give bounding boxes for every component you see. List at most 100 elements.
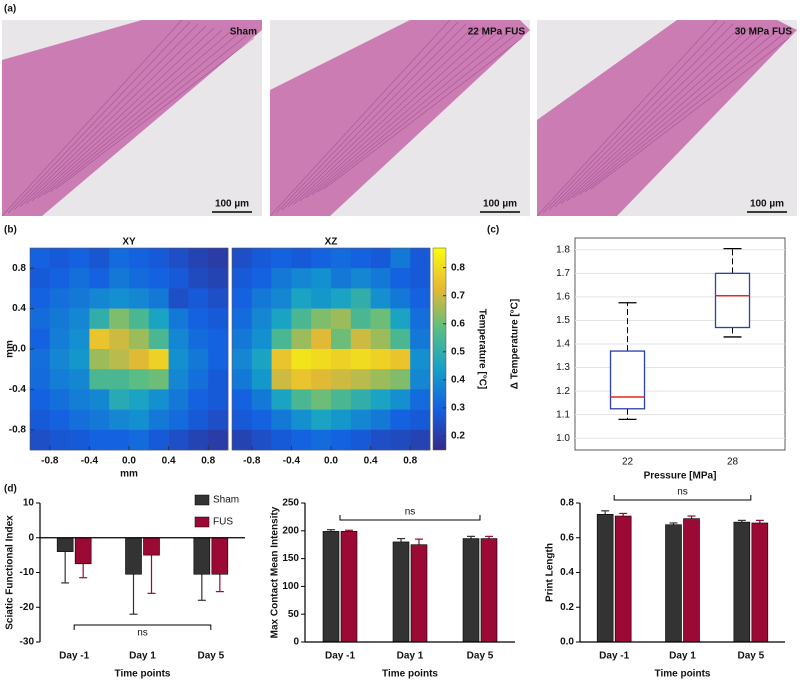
heatmap-cell [251,369,272,390]
x-tick-label: Day 1 [129,651,156,662]
y-tick-label: -20 [20,602,35,613]
heatmap-cell [148,308,169,330]
x-tick-label: 0.8 [403,456,417,467]
heatmap-cell [89,248,110,269]
heatmap-cell [390,349,411,370]
heatmap-cell [251,389,272,410]
colorbar-tick-label: 0.6 [451,318,465,329]
tissue-fiber [269,19,451,217]
y-tick-label: 0.0 [12,344,26,355]
heatmap-cell [148,268,169,289]
heatmap-cell [168,369,189,390]
y-tick-label: 0.8 [560,498,574,509]
heatmap-cell [350,389,371,410]
heatmap-cell [390,369,411,390]
heatmap-cell [232,349,253,370]
x-tick-label: 0.4 [162,456,176,467]
x-axis-label: Time points [655,669,711,680]
bar [480,538,498,643]
heatmap-cell [370,248,391,269]
tissue-fiber [7,21,191,214]
panel-label: (c) [487,225,499,236]
heatmap-cell [49,308,70,330]
y-tick-label: 0 [293,637,299,648]
heatmap-cell [291,409,312,431]
tissue-fiber [25,27,215,205]
tissue-fiber [305,31,499,199]
x-tick-label: Day -1 [59,651,89,662]
heatmap-cell [311,308,332,330]
heatmap-cell [331,268,352,289]
tissue-fiber [548,23,734,211]
heatmap-cell [232,248,253,269]
scale-bar-label: 100 µm [215,199,249,210]
y-tick-label: -30 [20,637,35,648]
heatmap-cell [49,268,70,289]
y-tick-label: 0.4 [560,567,574,578]
x-tick-label: Day 1 [669,651,696,662]
heatmap-cell [69,248,90,269]
x-tick-label: Day 5 [467,651,494,662]
heatmap-cell [30,328,51,350]
x-tick-label: Day -1 [325,651,355,662]
bar [392,541,410,643]
chart-title: XY [122,237,136,248]
y-tick-label: 1.6 [556,292,570,303]
x-tick-label: 0.0 [122,456,136,467]
heatmap-cell [271,308,292,330]
heatmap-cell [390,389,411,410]
tissue-fiber [281,23,467,211]
x-tick-label: -0.4 [81,456,99,467]
heatmap-cell [410,268,431,289]
heatmap-cell [271,369,292,390]
heatmap-cell [188,409,209,431]
heatmap-cell [148,248,169,269]
y-tick-label: 0 [28,532,34,543]
heatmap-cell [148,328,169,350]
heatmap-cell [129,429,150,451]
y-tick-label: 0.0 [560,637,574,648]
heatmap-cell [350,248,371,269]
heatmap-cell [271,409,292,431]
bar [143,537,160,556]
heatmap-cell [410,409,431,431]
heatmap-cell [129,308,150,330]
heatmap-cell [311,268,332,289]
heatmap-cell [410,328,431,350]
heatmap-cell [350,349,371,370]
scale-bar-label: 100 µm [750,199,784,210]
heatmap-cell [188,248,209,269]
y-tick-label: 0.2 [560,602,574,613]
tissue-fiber [536,19,718,217]
heatmap-cell [188,328,209,350]
x-tick-label: -0.8 [41,456,59,467]
chart-title: XZ [325,237,338,248]
heatmap-cell [291,248,312,269]
heatmap-cell [129,349,150,370]
heatmap-cell [410,369,431,390]
heatmap-cell [251,248,272,269]
bar [125,537,142,575]
heatmap-cell [271,429,292,451]
heatmap-cell [188,429,209,451]
legend-swatch [194,516,210,528]
heatmap-cell [69,308,90,330]
heatmap-cell [129,248,150,269]
heatmap-cell [232,308,253,330]
heatmap-cell [69,389,90,410]
x-axis-label: mm [120,469,138,480]
heatmap-cell [89,268,110,289]
heatmap-cell [69,288,90,309]
x-tick-label: -0.4 [283,456,301,467]
heatmap-cell [188,308,209,330]
heatmap-cell [148,429,169,451]
x-axis-label: Pressure [MPa] [644,471,717,482]
heatmap-cell [148,369,169,390]
y-tick-label: 1.0 [556,433,570,444]
heatmap-cell [109,288,130,309]
heatmap-cell [69,328,90,350]
heatmap-cell [410,308,431,330]
image-label: 30 MPa FUS [735,27,793,38]
heatmap-cell [232,288,253,309]
tissue-fiber [572,31,766,199]
